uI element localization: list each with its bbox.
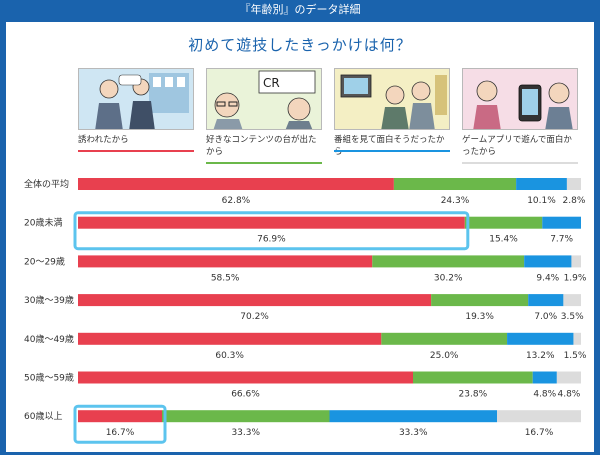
tv-program-illustration [334,68,450,130]
bar-segment [78,294,432,307]
bar-segment [412,371,533,384]
page-header: 『年齢別』のデータ詳細 [0,0,600,22]
data-label: 13.2% [526,351,555,361]
bar-segment [496,410,581,423]
game-app-illustration [462,68,578,130]
data-label: 1.5% [564,351,587,361]
stacked-bar-chart: 全体の平均 62.8% 24.3% 10.1% 2.8% 20歳未満 76.9% 15.4% 7… [24,178,587,444]
bar-segment [507,332,574,345]
bar-segment [571,255,581,268]
data-label: 25.0% [430,351,459,361]
bar-segment [556,371,581,384]
bar-segment [542,216,581,229]
bar-segment [524,255,572,268]
highlight-box [73,404,167,444]
data-label: 7.7% [550,235,573,245]
bar-segment [78,410,163,423]
cr-machine-illustration: CR [206,68,322,130]
bar-segment [372,255,525,268]
data-label: 33.3% [231,428,260,438]
data-label: 2.8% [563,196,586,206]
legend-label: 好きなコンテンツの台が出たから [206,135,317,157]
row-label: 全体の平均 [24,178,69,190]
data-label: 19.3% [465,312,494,322]
bar-segment [162,410,330,423]
people-walking-illustration [78,68,194,130]
legend-label: ゲームアプリで遊んで面白かったから [462,135,572,157]
legend-swatch [462,162,578,164]
bar-segment [566,178,581,190]
legend-item-content: CR 好きなコンテンツの台が出たから [206,68,322,186]
data-label: 66.6% [231,390,260,400]
bar-segment [78,255,373,268]
data-label: 62.8% [222,196,251,206]
legend-swatch [78,150,194,152]
data-label: 33.3% [399,428,428,438]
legend-label: 誘われたから [78,135,129,145]
legend-item-invited: 誘われたから [78,68,194,186]
data-label: 3.5% [561,312,584,322]
data-label: 70.2% [240,312,269,322]
bar-segment [464,216,543,229]
bar-segment [78,332,382,345]
legend-swatch [334,150,450,152]
bar-segment [573,332,581,345]
bar-segment [563,294,581,307]
chart-panel: 初めて遊技したきっかけは何？ 誘われたから CR [6,22,594,452]
svg-text:CR: CR [263,76,280,90]
highlight-box [73,211,470,251]
data-label: 76.9% [257,235,286,245]
data-label: 4.8% [533,390,556,400]
legend-swatch [206,162,322,164]
row-label: 60歳以上 [24,410,62,422]
header-title: 『年齢別』のデータ詳細 [239,3,361,16]
data-label: 9.4% [536,273,559,283]
data-label: 60.3% [215,351,244,361]
legend-label: 番組を見て面白そうだったから [334,135,445,157]
data-label: 23.8% [459,390,488,400]
data-label: 7.0% [534,312,557,322]
row-label: 20歳未満 [24,217,62,229]
bar-segment [78,178,394,190]
legend-item-tv: 番組を見て面白そうだったから [334,68,450,186]
data-label: 24.3% [441,196,470,206]
bar-segment [78,216,465,229]
bar-segment [78,371,413,384]
data-label: 16.7% [525,428,554,438]
data-label: 30.2% [434,273,463,283]
data-label: 58.5% [211,273,240,283]
bar-segment [516,178,567,190]
bar-segment [381,332,508,345]
legend-item-game: ゲームアプリで遊んで面白かったから [462,68,578,186]
row-label: 50歳〜59歳 [24,372,74,384]
data-label: 16.7% [106,428,135,438]
data-label: 15.4% [489,235,518,245]
data-label: 4.8% [557,390,580,400]
chart-title: 初めて遊技したきっかけは何？ [188,36,412,54]
bar-segment [329,410,497,423]
data-label: 1.9% [564,273,587,283]
bar-segment [532,371,557,384]
bar-segment [393,178,517,190]
data-label: 10.1% [527,196,556,206]
bar-segment [431,294,529,307]
row-label: 40歳〜49歳 [24,333,74,345]
bar-segment [528,294,564,307]
row-label: 20〜29歳 [24,255,65,267]
row-label: 30歳〜39歳 [24,294,74,306]
